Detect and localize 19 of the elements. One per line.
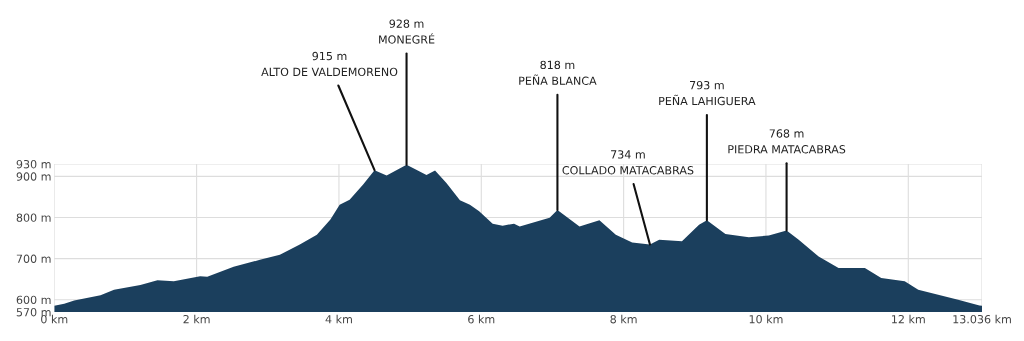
- annotation: 818 m PEÑA BLANCA: [519, 60, 597, 85]
- y-tick-label: 800 m: [16, 213, 51, 222]
- x-tick-label: 6 km: [468, 314, 495, 324]
- y-tick-label: 900 m: [16, 172, 51, 181]
- x-tick-label: 8 km: [610, 314, 637, 324]
- x-tick-label: 13.036 km: [953, 314, 1011, 324]
- annotation: 768 m PIEDRA MATACABRAS: [728, 129, 846, 154]
- x-tick-label: 4 km: [325, 314, 352, 324]
- y-tick-label: 570 m: [16, 307, 51, 317]
- y-tick-label: 700 m: [16, 254, 51, 263]
- annotation: 734 m COLLADO MATACABRAS: [562, 150, 694, 175]
- y-tick-label: 930 m: [16, 160, 51, 169]
- y-tick-label: 600 m: [16, 295, 51, 305]
- annotation: 793 m PEÑA LAHIGUERA: [659, 80, 756, 106]
- annotation: 915 m ALTO DE VALDEMORENO: [261, 51, 398, 77]
- x-tick-label: 10 km: [749, 314, 783, 324]
- x-tick-label: 2 km: [183, 314, 210, 324]
- annotation: 928 m MONEGRÉ: [379, 19, 435, 44]
- x-tick-label: 12 km: [892, 314, 925, 324]
